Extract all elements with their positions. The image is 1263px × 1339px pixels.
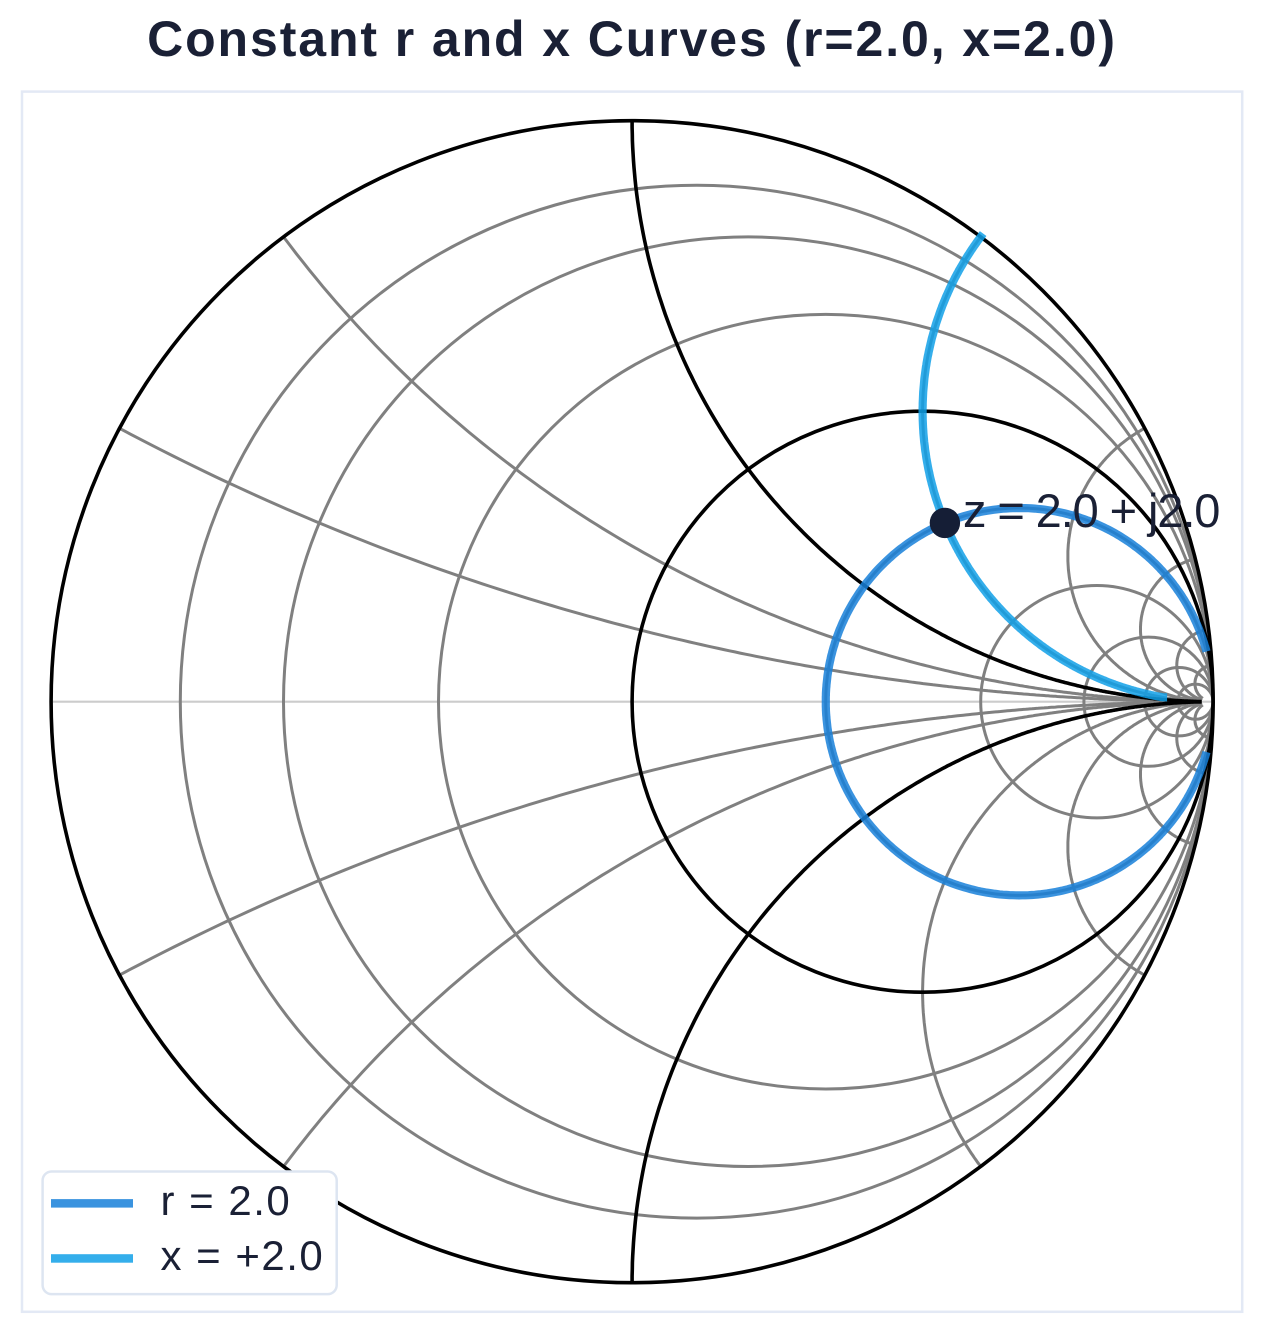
svg-text:Constant r and x Curves (r=2.0: Constant r and x Curves (r=2.0, x=2.0) bbox=[147, 11, 1117, 67]
svg-text:z = 2.0 + j2.0: z = 2.0 + j2.0 bbox=[963, 484, 1219, 537]
svg-text:x = +2.0: x = +2.0 bbox=[161, 1232, 325, 1279]
svg-text:r = 2.0: r = 2.0 bbox=[161, 1177, 292, 1224]
